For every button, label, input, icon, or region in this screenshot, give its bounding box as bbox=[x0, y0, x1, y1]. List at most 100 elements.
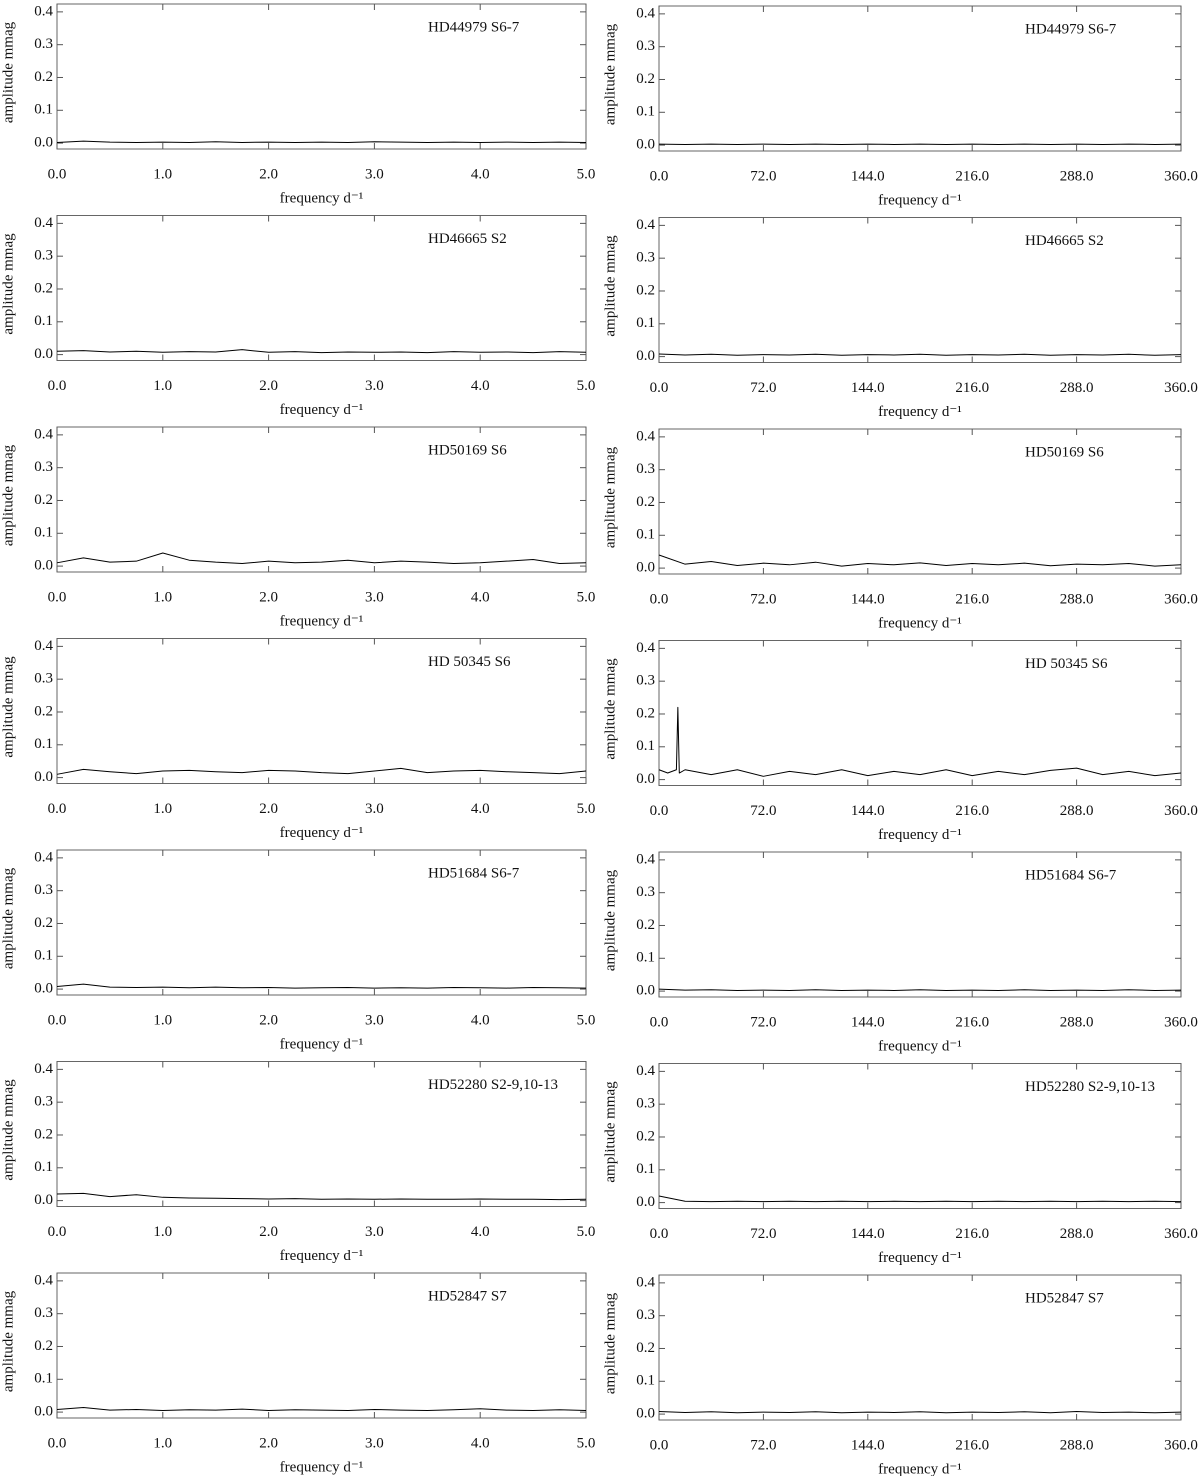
y-tick-label: 0.4 bbox=[636, 1063, 655, 1079]
x-tick-label: 0.0 bbox=[650, 803, 669, 819]
x-tick-label: 3.0 bbox=[365, 166, 384, 182]
y-tick-label: 0.0 bbox=[34, 346, 53, 362]
y-tick-label: 0.4 bbox=[34, 849, 53, 865]
x-tick-label: 0.0 bbox=[48, 1435, 67, 1451]
x-axis-label: frequency d⁻¹ bbox=[280, 190, 364, 206]
y-tick-label: 0.0 bbox=[636, 1406, 655, 1422]
y-tick-label: 0.0 bbox=[636, 560, 655, 576]
plot-frame bbox=[56, 215, 587, 361]
y-tick-label: 0.1 bbox=[636, 1373, 655, 1389]
y-tick-label: 0.1 bbox=[636, 1161, 655, 1177]
annotation: HD46665 S2 bbox=[1025, 233, 1104, 249]
y-tick-label: 0.2 bbox=[34, 1126, 53, 1142]
y-tick-label: 0.4 bbox=[636, 1274, 655, 1290]
spectrum-line bbox=[658, 554, 1182, 567]
x-tick-label: 360.0 bbox=[1164, 1014, 1198, 1030]
plot-frame bbox=[658, 640, 1182, 786]
x-tick-label: 216.0 bbox=[955, 1226, 989, 1242]
x-tick-label: 1.0 bbox=[153, 166, 172, 182]
x-tick-label: 0.0 bbox=[48, 589, 67, 605]
plot-frame bbox=[56, 3, 587, 150]
x-axis-label: frequency d⁻¹ bbox=[280, 613, 364, 629]
annotation: HD52847 S7 bbox=[428, 1288, 507, 1304]
y-axis-label: amplitude mmag bbox=[0, 1079, 16, 1181]
x-axis-label: frequency d⁻¹ bbox=[878, 192, 962, 208]
x-tick-label: 1.0 bbox=[153, 1435, 172, 1451]
x-tick-label: 5.0 bbox=[577, 1224, 596, 1240]
spectrum-line bbox=[56, 140, 587, 143]
x-tick-label: 72.0 bbox=[750, 1226, 776, 1242]
annotation: HD52847 S7 bbox=[1025, 1290, 1104, 1306]
x-axis-label: frequency d⁻¹ bbox=[280, 1248, 364, 1264]
y-tick-label: 0.0 bbox=[636, 348, 655, 364]
y-tick-label: 0.1 bbox=[34, 948, 53, 964]
x-tick-label: 72.0 bbox=[750, 803, 776, 819]
x-axis-label: frequency d⁻¹ bbox=[878, 404, 962, 420]
x-tick-label: 360.0 bbox=[1164, 803, 1198, 819]
x-axis-label: frequency d⁻¹ bbox=[280, 1459, 364, 1475]
y-tick-label: 0.1 bbox=[636, 527, 655, 543]
x-tick-label: 360.0 bbox=[1164, 380, 1198, 396]
x-tick-label: 216.0 bbox=[955, 1014, 989, 1030]
y-axis-label: amplitude mmag bbox=[602, 23, 618, 125]
x-tick-label: 144.0 bbox=[851, 1437, 885, 1453]
y-axis-label: amplitude mmag bbox=[0, 233, 16, 335]
x-tick-label: 3.0 bbox=[365, 801, 384, 817]
x-tick-label: 0.0 bbox=[650, 1437, 669, 1453]
x-tick-label: 0.0 bbox=[48, 801, 67, 817]
x-tick-label: 0.0 bbox=[48, 378, 67, 394]
spectrum-line bbox=[56, 1192, 587, 1201]
x-tick-label: 4.0 bbox=[471, 589, 490, 605]
y-tick-label: 0.3 bbox=[636, 461, 655, 477]
x-tick-label: 0.0 bbox=[650, 1226, 669, 1242]
y-tick-label: 0.3 bbox=[34, 248, 53, 264]
annotation: HD44979 S6-7 bbox=[1025, 21, 1117, 37]
y-tick-label: 0.2 bbox=[636, 917, 655, 933]
x-axis-label: frequency d⁻¹ bbox=[878, 1461, 962, 1476]
x-tick-label: 144.0 bbox=[851, 591, 885, 607]
x-tick-label: 2.0 bbox=[259, 589, 278, 605]
y-tick-label: 0.4 bbox=[34, 3, 53, 19]
x-tick-label: 288.0 bbox=[1060, 1226, 1094, 1242]
spectrum-line bbox=[658, 1410, 1182, 1414]
y-tick-label: 0.3 bbox=[636, 673, 655, 689]
y-tick-label: 0.3 bbox=[636, 250, 655, 266]
y-tick-label: 0.4 bbox=[636, 5, 655, 21]
annotation: HD52280 S2-9,10-13 bbox=[428, 1077, 558, 1093]
plot-frame bbox=[658, 851, 1182, 998]
y-tick-label: 0.1 bbox=[636, 315, 655, 331]
x-axis-label: frequency d⁻¹ bbox=[280, 825, 364, 841]
x-axis-label: frequency d⁻¹ bbox=[878, 827, 962, 843]
annotation: HD50169 S6 bbox=[428, 442, 507, 458]
x-tick-label: 0.0 bbox=[650, 591, 669, 607]
y-tick-label: 0.3 bbox=[636, 1096, 655, 1112]
y-axis-label: amplitude mmag bbox=[602, 658, 618, 760]
y-tick-label: 0.2 bbox=[636, 71, 655, 87]
x-tick-label: 72.0 bbox=[750, 168, 776, 184]
y-tick-label: 0.4 bbox=[636, 851, 655, 867]
x-tick-label: 72.0 bbox=[750, 591, 776, 607]
y-tick-label: 0.0 bbox=[636, 137, 655, 153]
y-axis-label: amplitude mmag bbox=[602, 446, 618, 548]
y-tick-label: 0.3 bbox=[34, 671, 53, 687]
y-tick-label: 0.1 bbox=[34, 525, 53, 541]
x-tick-label: 1.0 bbox=[153, 801, 172, 817]
annotation: HD51684 S6-7 bbox=[1025, 867, 1117, 883]
x-tick-label: 288.0 bbox=[1060, 591, 1094, 607]
x-tick-label: 288.0 bbox=[1060, 168, 1094, 184]
y-tick-label: 0.3 bbox=[636, 884, 655, 900]
x-tick-label: 144.0 bbox=[851, 168, 885, 184]
y-tick-label: 0.3 bbox=[34, 459, 53, 475]
y-tick-label: 0.4 bbox=[34, 1061, 53, 1077]
plot-frame bbox=[56, 1061, 587, 1207]
x-tick-label: 4.0 bbox=[471, 378, 490, 394]
x-tick-label: 5.0 bbox=[577, 166, 596, 182]
y-tick-label: 0.2 bbox=[636, 1340, 655, 1356]
x-tick-label: 0.0 bbox=[650, 168, 669, 184]
x-tick-label: 0.0 bbox=[650, 1014, 669, 1030]
y-tick-label: 0.4 bbox=[34, 1272, 53, 1288]
x-tick-label: 0.0 bbox=[48, 1012, 67, 1028]
spectrum-line bbox=[56, 349, 587, 354]
x-tick-label: 2.0 bbox=[259, 166, 278, 182]
